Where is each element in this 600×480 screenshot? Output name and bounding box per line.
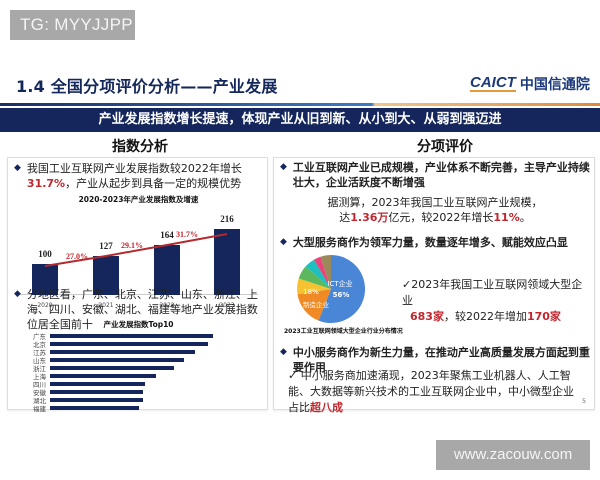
diamond-icon: ◆ [14,289,21,299]
growth-2021: 27.0% [66,252,88,261]
large-providers-text: ✓2023年我国工业互联网领域大型企业 683家，较2022年增加170家 [402,278,583,323]
bullet-industry-scale: ◆ 工业互联网产业已成规模，产业体系不断完善，主导产业持续壮大，企业活跃度不断增… [280,161,590,189]
diamond-icon: ◆ [280,237,287,247]
value-2022: 164 [160,230,174,240]
growth-2022: 29.1% [121,241,143,250]
bar-2020 [32,264,58,295]
index-bars: 100 127 164 216 27.0% 29.1% 31.7% 2020 2… [18,204,258,309]
logo-en: CAICT [470,74,516,92]
value-2020: 100 [38,249,52,259]
hbar-row: 四川 [16,379,145,389]
value-2021: 127 [99,241,113,251]
value-2023: 216 [220,214,234,224]
bullet-index-growth: ◆ 我国工业互联网产业发展指数较2022年增长31.7%，产业从起步到具备一定的… [14,162,242,190]
top10-chart-title: 产业发展指数Top10 [103,320,174,329]
bullet-regions: ◆ 分地区看，广东、北京、江苏、山东、浙江、上海、四川、安徽、湖北、福建等地产业… [14,288,258,331]
hbar-row: 山东 [16,355,184,365]
svg-text:18%: 18% [303,288,319,296]
xtick-2021: 2021 [98,302,114,309]
caict-logo: CAICT 中国信通院 [470,74,590,94]
xtick-2023: 2023 [219,302,235,309]
right-panel: ◆ 工业互联网产业已成规模，产业体系不断完善，主导产业持续壮大，企业活跃度不断增… [273,157,595,414]
index-chart-title: 2020-2023年产业发展指数及增速 [78,195,199,204]
top10-bars: 广东 北京 江苏 山东 浙江 上海 四川 安徽 湖北 福建 [16,331,256,431]
hbar-row: 上海 [16,371,156,381]
svg-text:制造企业: 制造企业 [303,300,330,309]
hbar-row: 福建 [16,403,139,413]
industry-scale-text: 据测算，2023年我国工业互联网产业规模， 达1.36万亿元，较2022年增长1… [327,196,543,224]
index-chart: 2020-2023年产业发展指数及增速 100 127 164 216 27.0… [8,194,269,309]
header-rule [0,103,600,106]
svg-text:ICT企业: ICT企业 [327,279,352,288]
watermark-site: www.zacouw.com [436,440,590,470]
xtick-2022: 2022 [159,302,175,309]
watermark-tag: TG: MYYJJPP [10,10,135,40]
diamond-icon: ◆ [280,162,287,172]
banner: 产业发展指数增长提速，体现产业从旧到新、从小到大、从弱到强迈进 [0,108,600,132]
bar-2023 [214,229,240,295]
hbar-row: 安徽 [16,387,143,397]
industry-pie-chart: ICT企业 56% 18% 制造企业 [297,254,366,323]
hbar-row: 浙江 [16,363,174,373]
hbar-row: 江苏 [16,347,195,357]
logo-cn: 中国信通院 [519,77,590,93]
page-number: 5 [582,398,586,405]
bar-2022 [154,245,180,295]
bullet-large-providers: ◆ 大型服务商作为领军力量，数量逐年增多、赋能效应凸显 [280,236,568,249]
hbar-row: 北京 [16,339,208,349]
bullet-sme-providers: ◆ 中小服务商作为新生力量，在推动产业高质量发展方面起到重要作用 [280,346,590,374]
sme-providers-text: ✓ 中小服务商加速涌现，2023年聚焦工业机器人、人工智能、大数据等新兴技术的工… [288,369,574,414]
left-panel: ◆ 我国工业互联网产业发展指数较2022年增长31.7%，产业从起步到具备一定的… [7,157,269,413]
hbar-row: 湖北 [16,395,143,405]
slide-title: 1.4 全国分项评价分析——产业发展 [16,77,278,96]
svg-text:56%: 56% [333,291,350,299]
pie-chart-title: 2023工业互联网领域大型企业行业分布情况 [284,328,403,335]
xtick-2020: 2020 [37,302,53,309]
bar-2021 [93,256,119,295]
diamond-icon: ◆ [280,347,287,357]
hbar-row: 广东 [16,331,213,341]
top10-chart: 产业发展指数Top10 广东 北京 江苏 山东 浙江 上海 四川 安徽 湖北 福… [8,319,269,413]
diamond-icon: ◆ [14,163,21,173]
growth-2023: 31.7% [176,230,198,239]
growth-line [44,233,228,267]
